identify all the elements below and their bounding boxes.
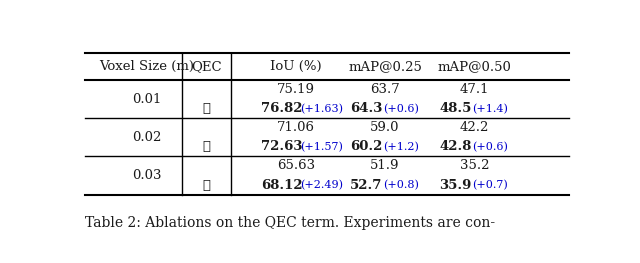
- Text: ✓: ✓: [202, 102, 211, 115]
- Text: 64.3: 64.3: [350, 102, 383, 115]
- Text: 42.2: 42.2: [460, 121, 489, 134]
- Text: 0.02: 0.02: [132, 131, 162, 144]
- Text: (+1.4): (+1.4): [472, 104, 508, 114]
- Text: mAP@0.25: mAP@0.25: [348, 60, 422, 73]
- Text: 76.82: 76.82: [261, 102, 303, 115]
- Text: ✓: ✓: [202, 179, 211, 191]
- Text: (+1.2): (+1.2): [383, 142, 419, 152]
- Text: 65.63: 65.63: [276, 159, 315, 173]
- Text: 75.19: 75.19: [276, 83, 315, 96]
- Text: 59.0: 59.0: [371, 121, 400, 134]
- Text: 47.1: 47.1: [460, 83, 489, 96]
- Text: Voxel Size (m): Voxel Size (m): [99, 60, 195, 73]
- Text: 51.9: 51.9: [371, 159, 400, 173]
- Text: 52.7: 52.7: [350, 179, 383, 191]
- Text: (+2.49): (+2.49): [300, 180, 344, 190]
- Text: (+0.6): (+0.6): [383, 104, 419, 114]
- Text: 35.9: 35.9: [440, 179, 472, 191]
- Text: (+1.57): (+1.57): [300, 142, 343, 152]
- Text: IoU (%): IoU (%): [270, 60, 321, 73]
- Text: 63.7: 63.7: [370, 83, 400, 96]
- Text: 60.2: 60.2: [350, 140, 383, 153]
- Text: (+0.6): (+0.6): [472, 142, 508, 152]
- Text: ✓: ✓: [202, 140, 211, 153]
- Text: 71.06: 71.06: [276, 121, 315, 134]
- Text: (+0.7): (+0.7): [472, 180, 508, 190]
- Text: 0.01: 0.01: [132, 93, 162, 106]
- Text: 35.2: 35.2: [460, 159, 489, 173]
- Text: 0.03: 0.03: [132, 169, 162, 182]
- Text: 68.12: 68.12: [261, 179, 303, 191]
- Text: (+0.8): (+0.8): [383, 180, 419, 190]
- Text: 72.63: 72.63: [261, 140, 303, 153]
- Text: 48.5: 48.5: [440, 102, 472, 115]
- Text: mAP@0.50: mAP@0.50: [437, 60, 511, 73]
- Text: Table 2: Ablations on the QEC term. Experiments are con-: Table 2: Ablations on the QEC term. Expe…: [85, 216, 495, 230]
- Text: QEC: QEC: [191, 60, 222, 73]
- Text: 42.8: 42.8: [440, 140, 472, 153]
- Text: (+1.63): (+1.63): [300, 104, 344, 114]
